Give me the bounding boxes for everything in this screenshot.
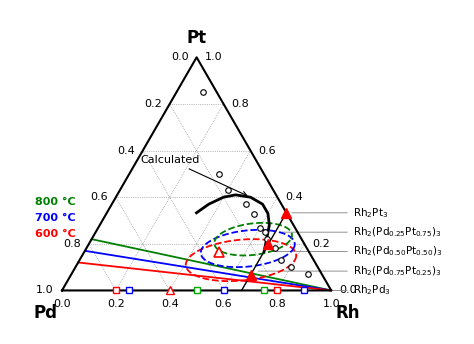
Text: 0.4: 0.4 bbox=[285, 192, 303, 202]
Text: 1.0: 1.0 bbox=[205, 52, 222, 62]
Text: Rh$_2$(Pd$_{0.50}$Pt$_{0.50}$)$_3$: Rh$_2$(Pd$_{0.50}$Pt$_{0.50}$)$_3$ bbox=[353, 245, 442, 258]
Text: 0.8: 0.8 bbox=[63, 239, 81, 249]
Text: Rh$_2$Pt$_3$: Rh$_2$Pt$_3$ bbox=[353, 206, 388, 220]
Text: 0.4: 0.4 bbox=[117, 146, 135, 155]
Text: 0.0: 0.0 bbox=[339, 286, 357, 295]
Text: 0.4: 0.4 bbox=[161, 299, 179, 309]
Text: 600 °C: 600 °C bbox=[35, 229, 76, 239]
Text: 800 °C: 800 °C bbox=[35, 197, 76, 207]
Text: Pd: Pd bbox=[34, 304, 58, 322]
Text: Pt: Pt bbox=[187, 29, 207, 46]
Text: Rh$_2$(Pd$_{0.25}$Pt$_{0.75}$)$_3$: Rh$_2$(Pd$_{0.25}$Pt$_{0.75}$)$_3$ bbox=[353, 225, 441, 239]
Text: 0.6: 0.6 bbox=[258, 146, 276, 155]
Text: 1.0: 1.0 bbox=[36, 286, 54, 295]
Text: 0.8: 0.8 bbox=[268, 299, 286, 309]
Text: 0.2: 0.2 bbox=[107, 299, 125, 309]
Text: 1.0: 1.0 bbox=[322, 299, 340, 309]
Text: 0.6: 0.6 bbox=[90, 192, 108, 202]
Text: 0.6: 0.6 bbox=[215, 299, 232, 309]
Text: Rh: Rh bbox=[335, 304, 360, 322]
Text: Rh$_2$(Pd$_{0.75}$Pt$_{0.25}$)$_3$: Rh$_2$(Pd$_{0.75}$Pt$_{0.25}$)$_3$ bbox=[353, 264, 441, 278]
Text: 0.2: 0.2 bbox=[144, 99, 162, 109]
Text: 0.8: 0.8 bbox=[232, 99, 249, 109]
Text: 0.0: 0.0 bbox=[53, 299, 71, 309]
Text: 700 °C: 700 °C bbox=[35, 213, 76, 223]
Text: 0.0: 0.0 bbox=[171, 52, 189, 62]
Text: 0.2: 0.2 bbox=[312, 239, 330, 249]
Text: Calculated: Calculated bbox=[140, 155, 247, 196]
Text: Rh$_2$Pd$_3$: Rh$_2$Pd$_3$ bbox=[353, 283, 391, 297]
